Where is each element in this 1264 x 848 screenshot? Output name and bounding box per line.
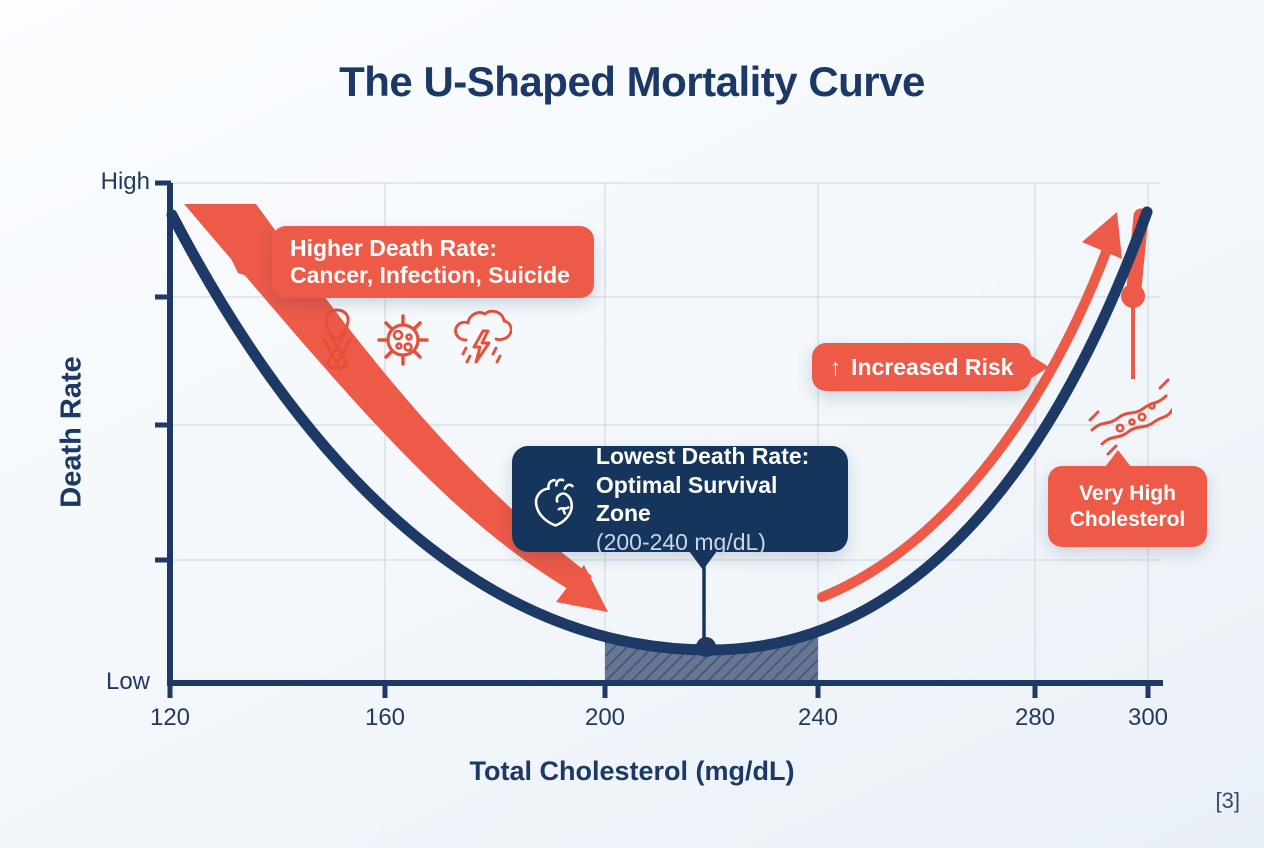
very-high-line1: Very High (1079, 481, 1176, 505)
virus-icon (377, 314, 429, 366)
higher-death-rate-callout: Higher Death Rate: Cancer, Infection, Su… (272, 226, 594, 298)
x-tick-200: 200 (584, 704, 626, 731)
y-axis-title: Death Rate (55, 356, 88, 508)
x-tick-120: 120 (149, 704, 191, 731)
descending-arrowhead-icon (556, 565, 608, 612)
very-high-line2: Cholesterol (1069, 507, 1186, 531)
lowest-death-rate-line1: Lowest Death Rate: (595, 443, 810, 469)
callout-connector (220, 236, 273, 285)
axes (155, 180, 1163, 698)
heart-icon (534, 478, 574, 527)
lowest-death-rate-callout: Lowest Death Rate: Optimal Survival Zone… (512, 443, 848, 570)
higher-death-rate-line2: Cancer, Infection, Suicide (290, 262, 570, 288)
higher-death-rate-line1: Higher Death Rate: (290, 235, 498, 261)
rising-risk-arrow (817, 247, 1111, 602)
lowest-death-rate-line2: Optimal Survival Zone (595, 471, 778, 527)
x-axis-title: Total Cholesterol (mg/dL) (469, 756, 795, 786)
y-axis-low-label: Low (105, 668, 150, 695)
x-tick-240: 240 (797, 704, 839, 731)
up-arrow-icon: ↑ (829, 353, 842, 380)
descending-risk-arrow-band (184, 204, 592, 596)
y-axis-high-label: High (100, 168, 150, 195)
rising-arrowhead-icon (1082, 212, 1122, 259)
cancer-ribbon-icon (322, 308, 352, 371)
clogged-artery-icon (1088, 378, 1172, 456)
optimal-zone-shading (605, 631, 818, 681)
x-tick-300: 300 (1127, 704, 1169, 731)
minimum-point-dot (696, 637, 716, 657)
very-high-cholesterol-callout: Very High Cholesterol (1048, 450, 1207, 547)
x-tick-160: 160 (364, 704, 406, 731)
increased-risk-label: Increased Risk (851, 353, 1014, 380)
x-tick-280: 280 (1014, 704, 1056, 731)
increased-risk-callout: ↑ Increased Risk (812, 343, 1049, 391)
storm-cloud-icon (454, 309, 512, 364)
lowest-death-rate-line3: (200-240 mg/dL) (595, 528, 766, 555)
citation-reference: [3] (1215, 788, 1240, 813)
page-title: The U-Shaped Mortality Curve (339, 58, 925, 105)
